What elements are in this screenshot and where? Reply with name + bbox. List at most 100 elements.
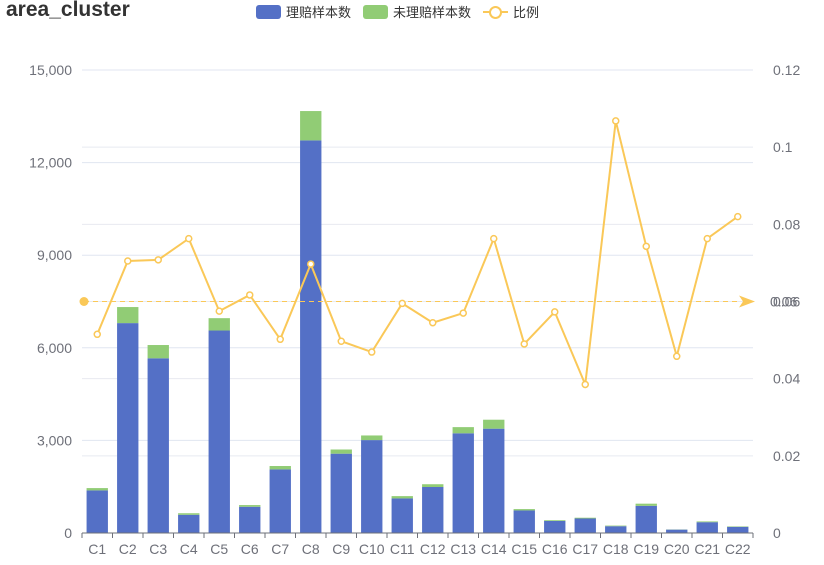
bar-no-claims	[86, 488, 108, 491]
y-right-tick-label: 0.06	[773, 294, 800, 310]
bar-claims	[452, 433, 474, 533]
legend-label-ratio: 比例	[513, 5, 540, 20]
x-tick-label: C9	[332, 541, 350, 557]
x-tick-label: C1	[88, 541, 106, 557]
ratio-point	[93, 330, 101, 339]
bar-claims	[330, 453, 352, 533]
x-tick-label: C12	[420, 541, 446, 557]
y-left-tick-label: 12,000	[29, 155, 72, 171]
x-tick-label: C10	[359, 541, 385, 557]
bar-claims	[178, 514, 200, 533]
ratio-point	[154, 256, 162, 264]
bar-no-claims	[147, 345, 169, 359]
bar-claims	[239, 506, 261, 533]
legend-label-no-claims: 未理赔样本数	[393, 5, 472, 20]
y-right-tick-label: 0.08	[773, 216, 800, 232]
ratio-point	[673, 352, 681, 361]
legend-item-ratio[interactable]: 比例	[483, 2, 539, 21]
x-tick-label: C16	[542, 541, 568, 557]
ratio-point	[276, 335, 284, 344]
mark-line-arrow	[739, 295, 755, 308]
bar-claims	[635, 505, 657, 533]
bar-no-claims	[605, 525, 627, 527]
bar-no-claims	[422, 484, 444, 488]
bar-no-claims	[117, 307, 139, 324]
ratio-point	[124, 257, 132, 265]
bar-no-claims	[239, 505, 261, 507]
x-tick-label: C5	[210, 541, 228, 557]
bar-claims	[391, 498, 413, 533]
ratio-point	[459, 309, 467, 317]
ratio-point	[520, 340, 528, 348]
x-tick-label: C18	[603, 541, 629, 557]
ratio-point	[398, 299, 406, 308]
legend-swatch-ratio	[483, 5, 509, 19]
bar-no-claims	[574, 517, 596, 519]
bar-claims	[422, 487, 444, 533]
chart-legend: 理赔样本数 未理赔样本数 比例	[256, 2, 551, 21]
y-left-tick-label: 15,000	[29, 62, 72, 78]
y-left-tick-label: 6,000	[37, 340, 72, 356]
x-tick-label: C14	[481, 541, 507, 557]
bar-no-claims	[391, 496, 413, 499]
x-tick-label: C7	[271, 541, 289, 557]
bar-claims	[696, 522, 718, 533]
ratio-point	[307, 260, 315, 268]
x-tick-label: C11	[390, 541, 415, 557]
y-left-tick-label: 9,000	[37, 247, 72, 263]
x-tick-label: C6	[241, 541, 259, 557]
bar-no-claims	[361, 435, 383, 441]
bar-claims	[574, 518, 596, 533]
bar-claims	[208, 330, 230, 533]
ratio-point	[642, 242, 650, 251]
bar-no-claims	[300, 111, 322, 141]
bar-no-claims	[635, 503, 657, 506]
bar-claims	[666, 529, 688, 533]
x-tick-label: C2	[119, 541, 137, 557]
x-tick-label: C13	[450, 541, 476, 557]
x-tick-label: C15	[511, 541, 537, 557]
ratio-point	[215, 307, 223, 315]
bar-no-claims	[513, 509, 535, 511]
bar-claims	[727, 526, 749, 533]
ratio-point	[490, 234, 498, 243]
mark-line-label: 0.06	[770, 294, 797, 310]
bar-claims	[605, 526, 627, 533]
y-right-tick-label: 0	[773, 525, 781, 541]
bar-claims	[544, 520, 566, 533]
legend-item-no-claims[interactable]: 未理赔样本数	[363, 2, 471, 21]
ratio-point	[246, 291, 254, 299]
ratio-point	[551, 308, 559, 316]
y-left-tick-label: 3,000	[37, 432, 72, 448]
bar-claims	[269, 469, 291, 533]
bar-no-claims	[483, 419, 505, 429]
x-tick-label: C17	[572, 541, 598, 557]
legend-item-claims[interactable]: 理赔样本数	[256, 2, 351, 21]
bar-claims	[361, 440, 383, 533]
x-tick-label: C19	[633, 541, 659, 557]
y-right-tick-label: 0.12	[773, 62, 800, 78]
ratio-point	[337, 337, 345, 345]
bar-claims	[117, 323, 139, 533]
ratio-point	[612, 117, 620, 125]
mark-line-start-dot	[79, 297, 89, 306]
ratio-point	[581, 380, 589, 389]
x-tick-label: C21	[694, 541, 720, 557]
legend-label-claims: 理赔样本数	[286, 5, 352, 20]
ratio-point	[368, 348, 376, 356]
x-tick-label: C3	[149, 541, 167, 557]
bar-claims	[483, 428, 505, 533]
y-right-tick-label: 0.04	[773, 371, 800, 387]
bar-no-claims	[452, 427, 474, 434]
x-tick-label: C8	[302, 541, 320, 557]
legend-swatch-claims	[256, 4, 281, 19]
y-left-tick-label: 0	[64, 525, 72, 541]
ratio-point	[703, 234, 711, 243]
x-tick-label: C20	[664, 541, 690, 557]
bar-no-claims	[269, 466, 291, 470]
ratio-point	[185, 234, 193, 243]
ratio-line	[96, 120, 739, 389]
bar-no-claims	[178, 513, 200, 515]
legend-swatch-no-claims	[363, 4, 389, 19]
